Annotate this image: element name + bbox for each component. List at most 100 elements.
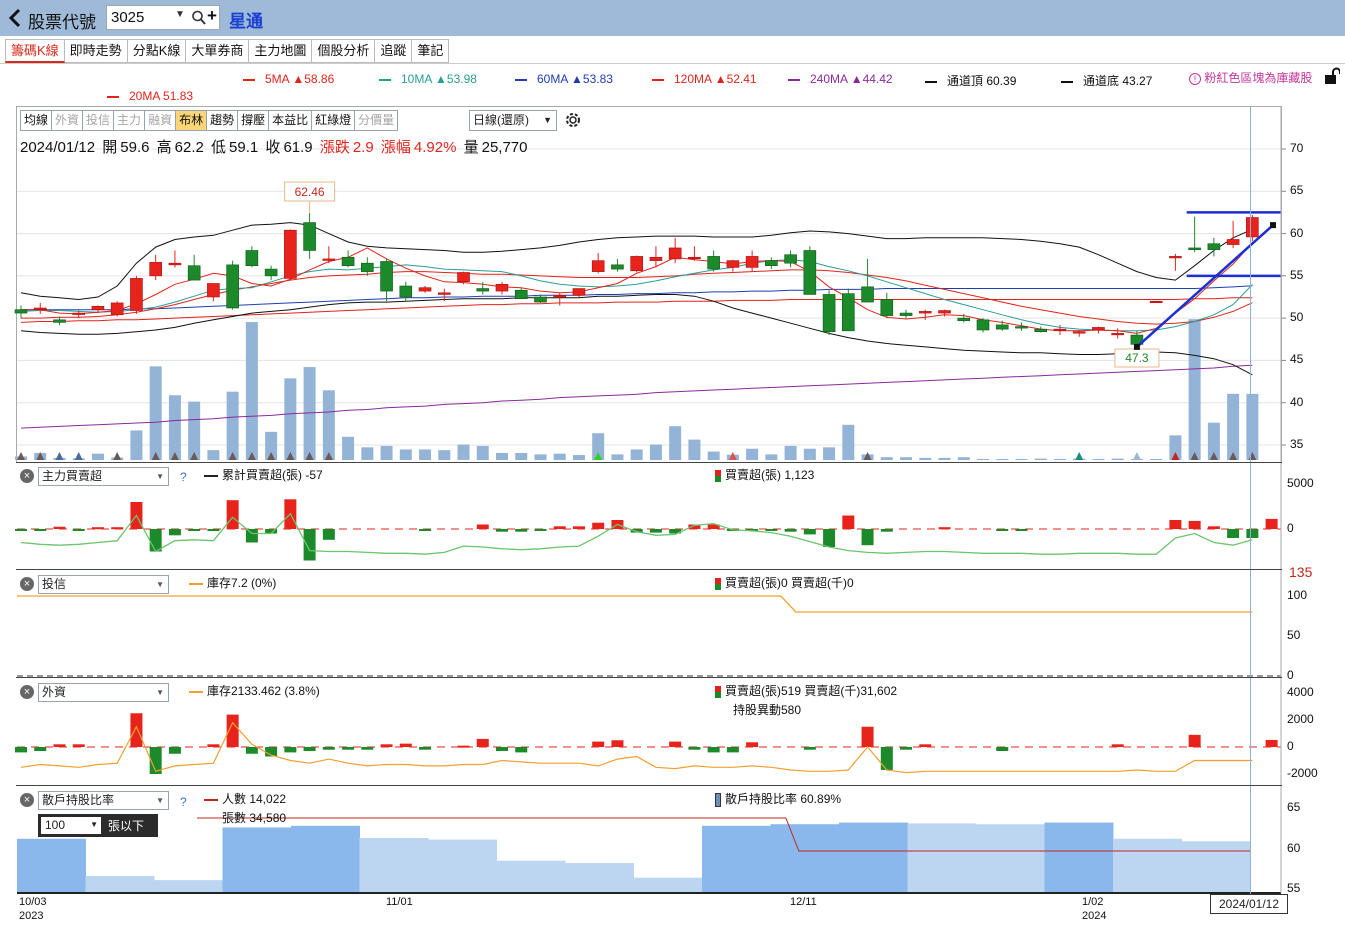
toolbar-button[interactable]: 均線 xyxy=(20,110,53,131)
inv-legend-text: 庫存7.2 (0%) xyxy=(207,576,277,590)
tab-item[interactable]: 即時走勢 xyxy=(64,39,128,63)
tab-item[interactable]: 主力地圖 xyxy=(249,39,313,63)
main-force-bar xyxy=(1188,520,1201,529)
main-force-bar xyxy=(669,529,682,534)
signal-marker xyxy=(74,452,83,460)
investment-trust-select[interactable]: 投信 ▼ xyxy=(38,575,169,594)
people-legend-text: 人數 14,022 xyxy=(222,792,287,806)
ma-legend-item: 60MA ▲53.83 xyxy=(515,72,613,86)
tab-item[interactable]: 籌碼K線 xyxy=(5,39,65,63)
change-label: 漲跌 xyxy=(319,139,350,156)
candle-body xyxy=(688,256,701,260)
ma20-line xyxy=(21,269,1253,325)
volume-bar xyxy=(265,431,278,460)
foreign-bar xyxy=(476,738,489,747)
low-annotation: 47.3 xyxy=(1125,351,1149,365)
toolbar-button[interactable]: 布林 xyxy=(176,110,208,131)
toolbar-button[interactable]: 本益比 xyxy=(269,110,313,131)
toolbar-button[interactable]: 分價量 xyxy=(355,110,399,131)
toolbar-button[interactable]: 融資 xyxy=(145,110,177,131)
main-force-bar xyxy=(515,529,528,532)
candle-body xyxy=(1034,328,1048,332)
toolbar-button[interactable]: 紅綠燈 xyxy=(312,110,356,131)
bs-legend-text: 買賣超(張) 1,123 xyxy=(725,468,815,482)
retail-select[interactable]: 散戶持股比率 ▼ xyxy=(38,791,169,810)
tab-item[interactable]: 大單券商 xyxy=(186,39,250,63)
gear-icon[interactable] xyxy=(563,110,583,130)
main-force-bar xyxy=(842,515,855,529)
stock-name: 星通 xyxy=(229,12,263,31)
y-tick-label: 60 xyxy=(1287,840,1301,855)
toolbar-button[interactable]: 主力 xyxy=(114,110,146,131)
main-force-bar xyxy=(265,529,278,534)
foreign-select[interactable]: 外資 ▼ xyxy=(38,683,169,702)
toolbar-button[interactable]: 投信 xyxy=(83,110,115,131)
swatch xyxy=(715,577,721,590)
foreign-bar xyxy=(380,744,393,747)
toolbar-button[interactable]: 外資 xyxy=(52,110,84,131)
retail-ratio-area xyxy=(633,877,703,892)
chevron-left-icon[interactable] xyxy=(6,6,24,30)
chevron-down-icon[interactable]: ▼ xyxy=(175,9,185,20)
retail-ratio-area xyxy=(222,827,292,892)
high-value: 62.2 xyxy=(174,139,204,156)
swatch xyxy=(189,582,203,585)
stock-code-input[interactable] xyxy=(111,9,171,26)
candle-body xyxy=(726,260,740,268)
main-force-bar xyxy=(572,526,585,529)
search-icon[interactable] xyxy=(191,9,207,27)
candle-body xyxy=(572,288,586,296)
signal-marker xyxy=(305,452,314,460)
main-force-select[interactable]: 主力買賣超 ▼ xyxy=(38,467,169,486)
candle-body xyxy=(53,319,66,323)
signal-marker xyxy=(1171,452,1180,460)
retail-ratio-area xyxy=(839,822,908,892)
candle-body xyxy=(765,260,778,267)
close-icon[interactable]: × xyxy=(20,469,34,483)
foreign-bar xyxy=(72,744,85,747)
close-label: 收 xyxy=(265,139,281,156)
candle-body xyxy=(995,324,1009,330)
legend-swatch xyxy=(788,78,800,81)
plus-icon[interactable]: + xyxy=(207,6,217,25)
foreign-bar xyxy=(611,740,624,747)
volume-bar xyxy=(611,454,624,460)
candle-body xyxy=(149,262,162,277)
cum-legend: 累計買賣超(張) -57 xyxy=(204,466,323,483)
close-icon[interactable]: × xyxy=(20,685,34,699)
tab-item[interactable]: 追蹤 xyxy=(375,39,413,63)
chevron-down-icon: ▼ xyxy=(90,820,98,829)
people-legend: 人數 14,022 xyxy=(204,790,286,807)
toolbar-button[interactable]: 撐壓 xyxy=(238,110,270,131)
tab-item[interactable]: 筆記 xyxy=(412,39,450,63)
help-icon[interactable]: ? xyxy=(180,470,187,484)
candle-body xyxy=(418,287,432,292)
legend-swatch xyxy=(1061,80,1073,83)
toolbar-button[interactable]: 趨勢 xyxy=(207,110,239,131)
main-force-bar xyxy=(322,529,335,540)
period-select[interactable]: 日線(還原) ▼ xyxy=(469,110,557,131)
volume-bar xyxy=(207,450,220,460)
x-tick-year: 2023 xyxy=(19,910,44,922)
chevron-down-icon: ▼ xyxy=(543,115,552,125)
y-tick-label: 0 xyxy=(1287,521,1294,535)
ma-legend-text: 240MA ▲44.42 xyxy=(810,72,893,86)
lots-filter-select[interactable]: 100 ▼ xyxy=(41,817,101,834)
close-icon[interactable]: × xyxy=(20,793,34,807)
tab-item[interactable]: 分點K線 xyxy=(127,39,187,63)
signal-marker xyxy=(1229,452,1238,460)
help-icon[interactable]: ? xyxy=(180,795,187,809)
volume-bar xyxy=(630,449,643,460)
volume-bar xyxy=(669,426,682,460)
main-force-bar xyxy=(1227,529,1240,538)
cumulative-line xyxy=(20,512,1253,555)
low-value: 59.1 xyxy=(229,139,259,156)
tab-item[interactable]: 個股分析 xyxy=(312,39,376,63)
signal-marker xyxy=(17,452,25,460)
signal-marker xyxy=(863,452,872,460)
candle-body xyxy=(880,299,894,316)
foreign-bar xyxy=(1111,744,1124,747)
candle-body xyxy=(1053,328,1067,331)
close-icon[interactable]: × xyxy=(20,577,34,591)
candle-body xyxy=(1072,331,1086,334)
